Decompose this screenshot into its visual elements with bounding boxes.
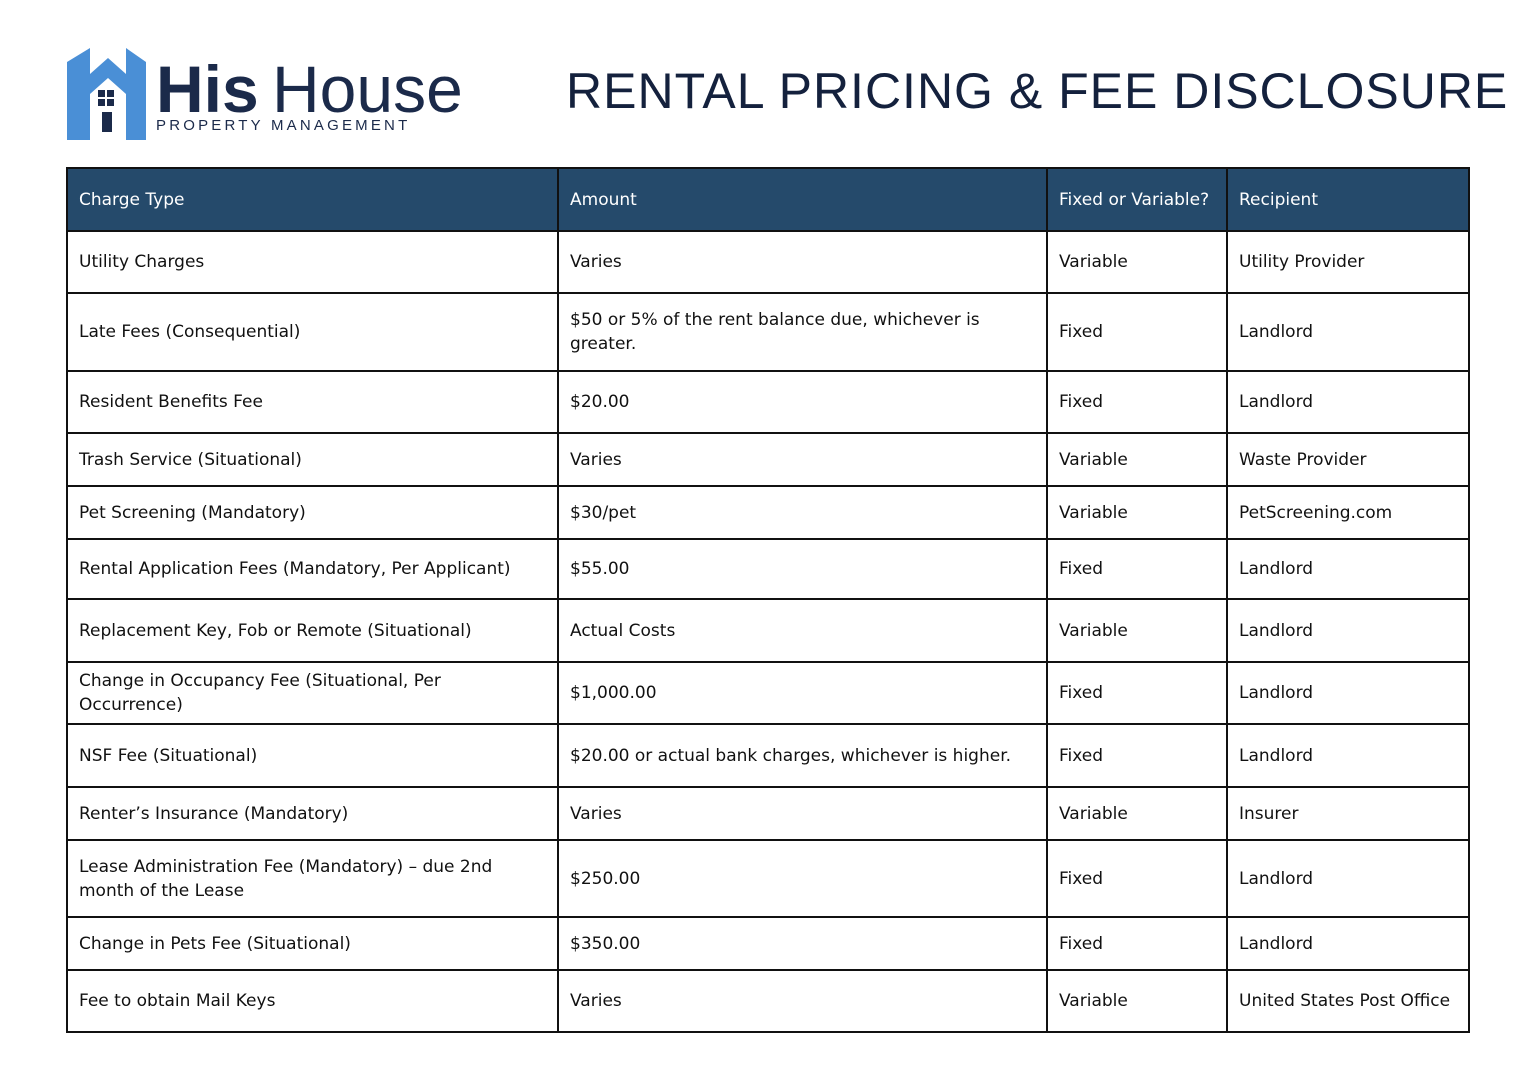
table-cell: $30/pet <box>557 485 1048 540</box>
table-row: Change in Occupancy Fee (Situational, Pe… <box>66 661 1470 725</box>
logo-light: House <box>272 52 463 126</box>
table-cell: Landlord <box>1226 292 1470 372</box>
logo-icon <box>67 48 146 140</box>
table-row: Fee to obtain Mail Keys Varies Variable Uni… <box>66 969 1470 1033</box>
table-cell: $350.00 <box>557 916 1048 971</box>
table-cell: Utility Provider <box>1226 230 1470 294</box>
title: RENTAL PRICING & FEE DISCLOSURE <box>566 63 1509 119</box>
table-cell: $250.00 <box>557 839 1048 918</box>
table-cell: Variable <box>1046 786 1228 841</box>
table-cell: $20.00 or actual bank charges, whichever… <box>557 723 1048 788</box>
column-header: Fixed or Variable? <box>1046 167 1228 232</box>
table-cell: Variable <box>1046 230 1228 294</box>
table-cell: Rental Application Fees (Mandatory, Per … <box>66 538 559 600</box>
table-cell: Trash Service (Situational) <box>66 432 559 487</box>
table-row: NSF Fee (Situational) $20.00 or actual ba… <box>66 723 1470 788</box>
logo-tagline: PROPERTY MANAGEMENT <box>156 117 410 134</box>
table-cell: Replacement Key, Fob or Remote (Situatio… <box>66 598 559 663</box>
table-cell: $50 or 5% of the rent balance due, which… <box>557 292 1048 372</box>
table-cell: NSF Fee (Situational) <box>66 723 559 788</box>
table-cell: Lease Administration Fee (Mandatory) – d… <box>66 839 559 918</box>
table-cell: Change in Pets Fee (Situational) <box>66 916 559 971</box>
table-cell: Fixed <box>1046 723 1228 788</box>
table-row: Replacement Key, Fob or Remote (Situatio… <box>66 598 1470 663</box>
table-cell: Pet Screening (Mandatory) <box>66 485 559 540</box>
table-row: Resident Benefits Fee $20.00 Fixed Landlord <box>66 370 1470 434</box>
table-cell: Landlord <box>1226 370 1470 434</box>
table-row: Lease Administration Fee (Mandatory) – d… <box>66 839 1470 918</box>
table-cell: Varies <box>557 432 1048 487</box>
table-cell: Landlord <box>1226 916 1470 971</box>
table-cell: Landlord <box>1226 598 1470 663</box>
column-header: Charge Type <box>66 167 559 232</box>
logo-bold: His <box>156 52 259 126</box>
table-cell: Fixed <box>1046 916 1228 971</box>
table-cell: Fixed <box>1046 538 1228 600</box>
table-cell: Landlord <box>1226 661 1470 725</box>
table-cell: Varies <box>557 969 1048 1033</box>
table-cell: Fixed <box>1046 370 1228 434</box>
table-row: Late Fees (Consequential) $50 or 5% of th… <box>66 292 1470 372</box>
table-cell: $20.00 <box>557 370 1048 434</box>
table-cell: Variable <box>1046 598 1228 663</box>
column-header: Recipient <box>1226 167 1470 232</box>
table-row: Utility Charges Varies Variable Utility Pro… <box>66 230 1470 294</box>
table-cell: Actual Costs <box>557 598 1048 663</box>
table-cell: $1,000.00 <box>557 661 1048 725</box>
table-cell: Change in Occupancy Fee (Situational, Pe… <box>66 661 559 725</box>
logo: His House PROPERTY MANAGEMENT <box>67 48 463 140</box>
table-cell: Fixed <box>1046 661 1228 725</box>
table-row: Change in Pets Fee (Situational) $350.00 F… <box>66 916 1470 971</box>
table-cell: Variable <box>1046 485 1228 540</box>
table-cell: PetScreening.com <box>1226 485 1470 540</box>
table-cell: Waste Provider <box>1226 432 1470 487</box>
table-cell: Landlord <box>1226 538 1470 600</box>
table-cell: Fixed <box>1046 839 1228 918</box>
table-cell: Varies <box>557 786 1048 841</box>
fee-table: Charge Type Amount Fixed or Variable? Recip… <box>66 167 1470 1033</box>
table-row: Renter’s Insurance (Mandatory) Varies Vari… <box>66 786 1470 841</box>
table-cell: Utility Charges <box>66 230 559 294</box>
table-cell: United States Post Office <box>1226 969 1470 1033</box>
table-cell: Fee to obtain Mail Keys <box>66 969 559 1033</box>
table-row: Rental Application Fees (Mandatory, Per … <box>66 538 1470 600</box>
column-header: Amount <box>557 167 1048 232</box>
table-row: Pet Screening (Mandatory) $30/pet Variable… <box>66 485 1470 540</box>
table-row: Trash Service (Situational) Varies Variabl… <box>66 432 1470 487</box>
table-cell: Renter’s Insurance (Mandatory) <box>66 786 559 841</box>
table-cell: Fixed <box>1046 292 1228 372</box>
table-cell: Landlord <box>1226 723 1470 788</box>
table-cell: Resident Benefits Fee <box>66 370 559 434</box>
table-cell: Variable <box>1046 969 1228 1033</box>
header-row: Charge Type Amount Fixed or Variable? Recip… <box>66 167 1470 232</box>
table-cell: Late Fees (Consequential) <box>66 292 559 372</box>
table-cell: $55.00 <box>557 538 1048 600</box>
table-cell: Landlord <box>1226 839 1470 918</box>
table-cell: Varies <box>557 230 1048 294</box>
table-cell: Insurer <box>1226 786 1470 841</box>
table-cell: Variable <box>1046 432 1228 487</box>
